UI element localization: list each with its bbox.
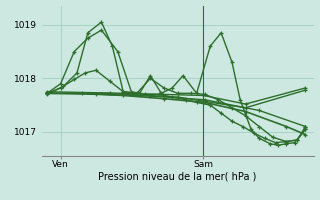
X-axis label: Pression niveau de la mer( hPa ): Pression niveau de la mer( hPa ) [99,172,257,182]
